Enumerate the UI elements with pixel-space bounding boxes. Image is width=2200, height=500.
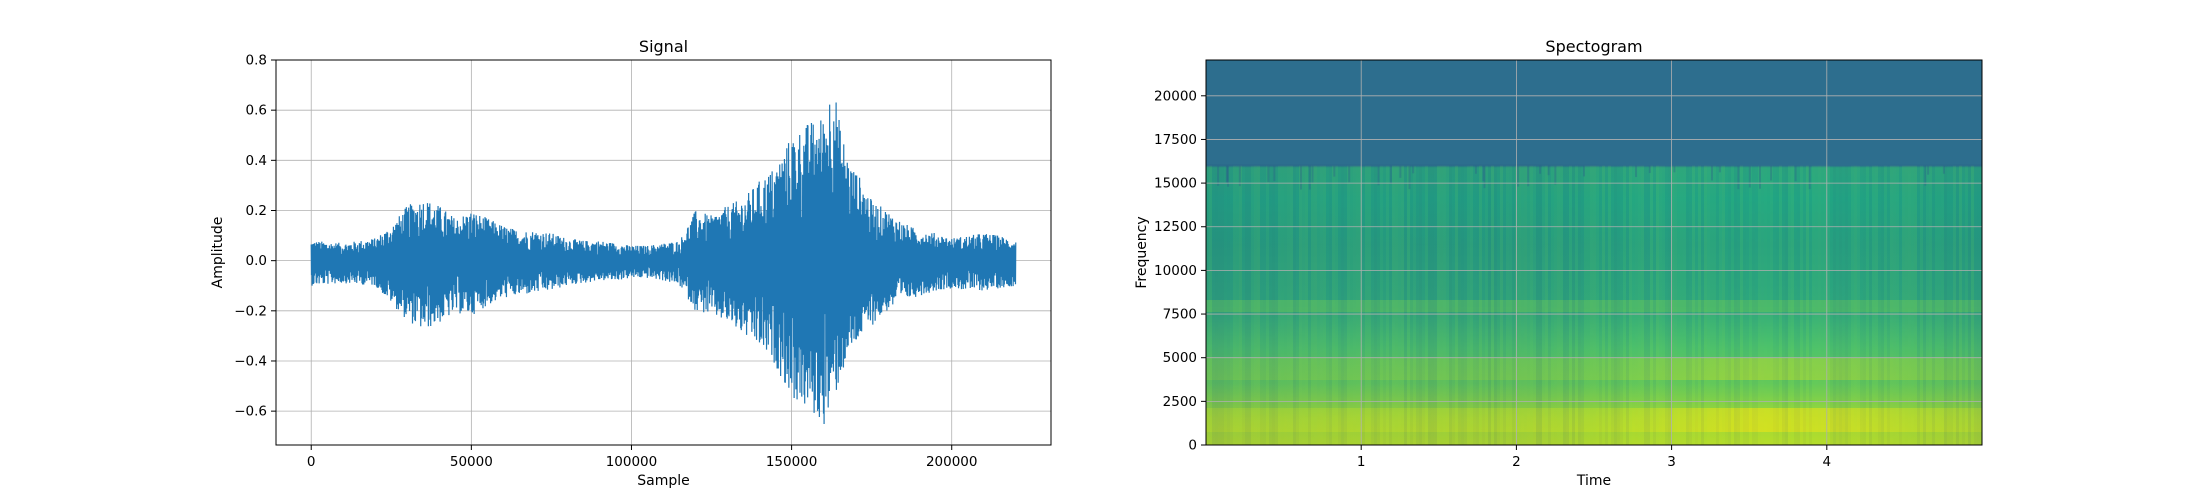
spectrogram-x-ticks: 1 2 3 4 [1357, 445, 1831, 470]
signal-x-label: Sample [637, 473, 690, 489]
signal-waveform [310, 102, 1017, 425]
spectrogram-y-label: Frequency [1134, 216, 1150, 288]
signal-y-tick-label: −0.2 [234, 303, 267, 319]
signal-y-tick-label: 0.0 [246, 253, 267, 269]
spectrogram-x-tick-label: 3 [1667, 454, 1676, 470]
signal-y-tick-label: 0.6 [246, 103, 267, 119]
signal-y-tick-label: −0.4 [234, 353, 267, 369]
spectrogram-y-tick-label: 5000 [1163, 350, 1197, 366]
signal-x-tick-label: 100000 [606, 454, 658, 470]
spectrogram-y-tick-label: 12500 [1154, 219, 1197, 235]
spectrogram-x-label: Time [1576, 473, 1611, 489]
signal-x-tick-label: 150000 [766, 454, 818, 470]
signal-y-tick-label: 0.8 [246, 53, 267, 69]
spectrogram-axes-frame [1205, 59, 1983, 446]
signal-title: Signal [639, 37, 688, 56]
spectrogram-x-tick-label: 2 [1512, 454, 1521, 470]
spectrogram-x-tick-label: 4 [1823, 454, 1832, 470]
signal-x-tick-label: 200000 [926, 454, 978, 470]
spectrogram-y-tick-label: 15000 [1154, 176, 1197, 192]
spectrogram-texture [1206, 165, 1982, 445]
signal-y-ticks: −0.6 −0.4 −0.2 0.0 0.2 0.4 0.6 0.8 [234, 53, 276, 420]
signal-x-tick-label: 50000 [450, 454, 493, 470]
spectrogram-x-tick-label: 1 [1357, 454, 1366, 470]
signal-y-tick-label: 0.4 [246, 153, 267, 169]
signal-y-tick-label: 0.2 [246, 203, 267, 219]
spectrogram-panel: Spectogram 1 2 3 4 0 2500 5000 7500 10000 12500 1… [1134, 37, 1983, 489]
spectrogram-image [1206, 60, 1982, 445]
signal-x-tick-label: 0 [307, 454, 316, 470]
spectrogram-title: Spectogram [1545, 37, 1642, 56]
spectrogram-y-ticks: 0 2500 5000 7500 10000 12500 15000 17500 20000 [1154, 88, 1206, 454]
spectrogram-y-tick-label: 20000 [1154, 88, 1197, 104]
spectrogram-y-tick-label: 17500 [1154, 132, 1197, 148]
signal-axes-frame [275, 59, 1052, 446]
signal-x-ticks: 0 50000 100000 150000 200000 [307, 445, 978, 470]
signal-y-label: Amplitude [210, 217, 226, 289]
spectrogram-y-tick-label: 10000 [1154, 263, 1197, 279]
signal-y-tick-label: −0.6 [234, 404, 267, 420]
signal-panel: Signal 0 50000 100000 150000 200000 −0.6 −0.4… [210, 37, 1052, 489]
spectrogram-y-tick-label: 7500 [1163, 307, 1197, 323]
spectrogram-y-tick-label: 0 [1188, 438, 1197, 454]
spectrogram-low-band [1206, 408, 1982, 432]
spectrogram-grid [1206, 60, 1982, 446]
spectrogram-y-tick-label: 2500 [1163, 394, 1197, 410]
